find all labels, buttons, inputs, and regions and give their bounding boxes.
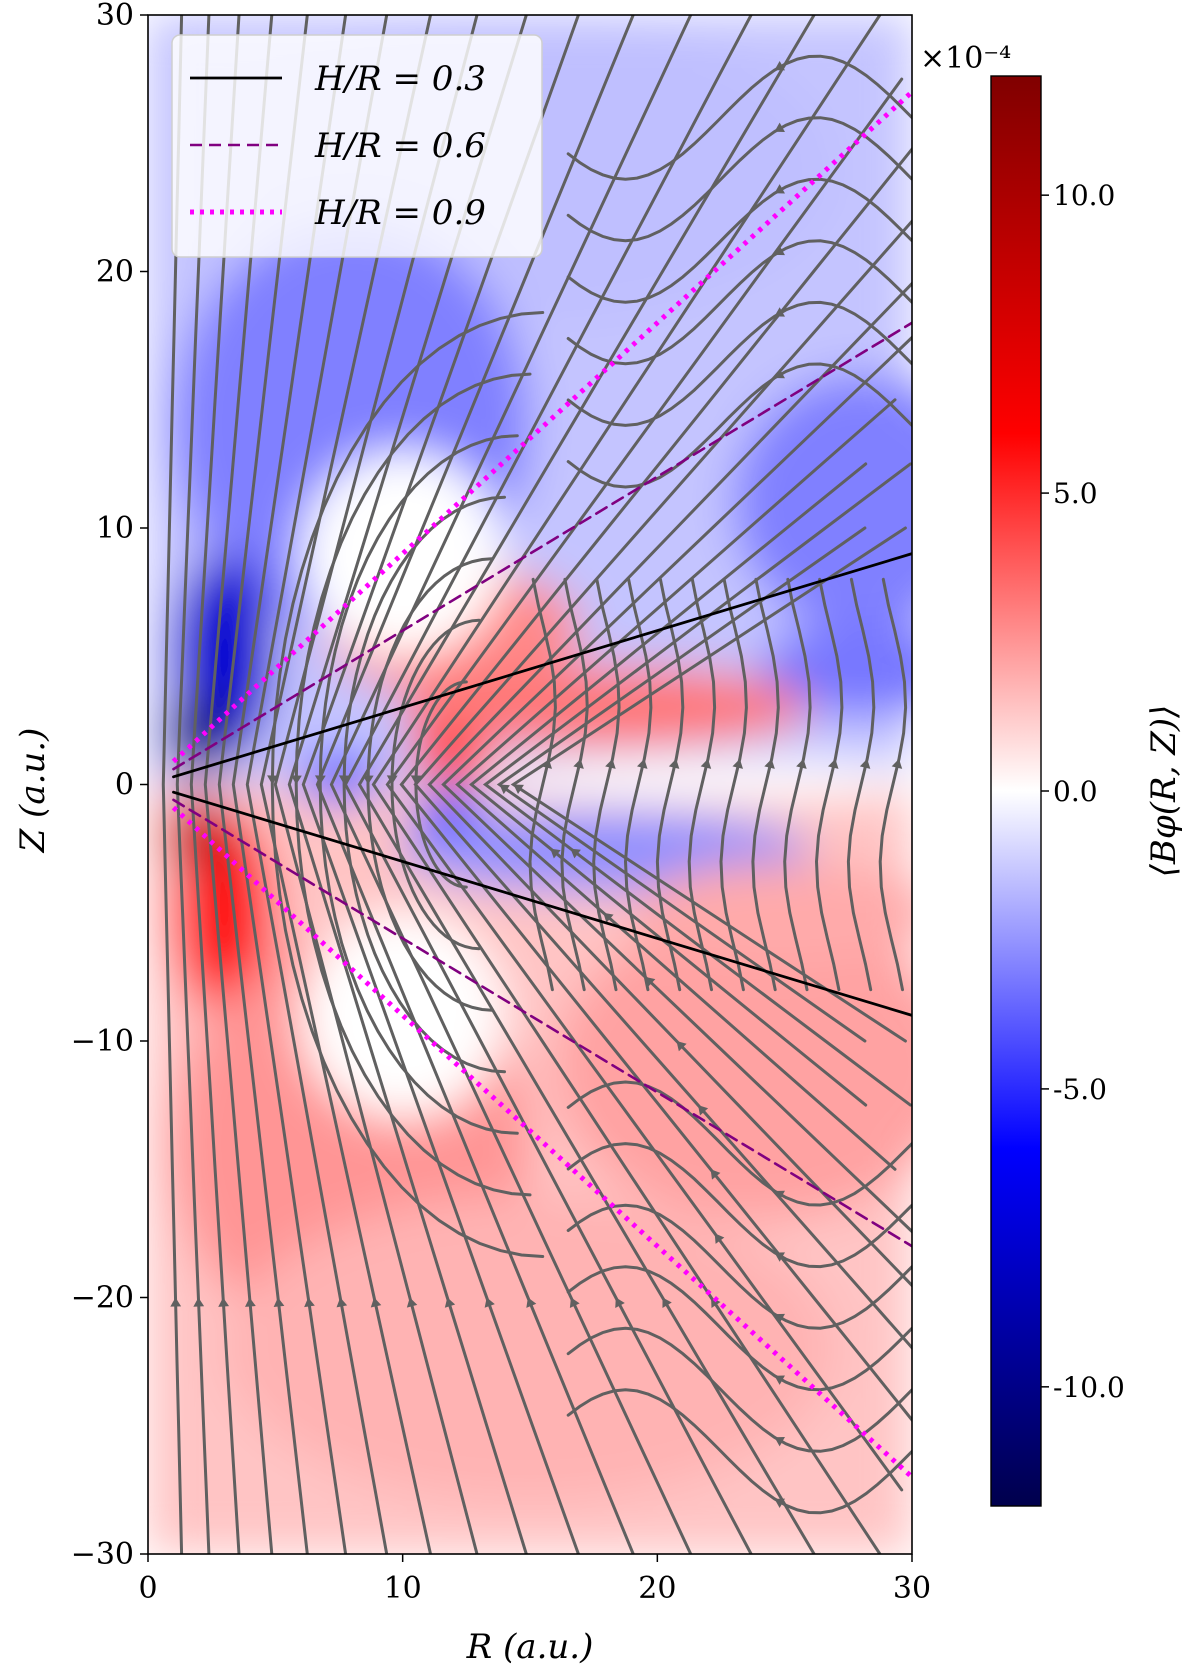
- streamline: [267, 311, 545, 1258]
- streamline: [482, 462, 912, 1107]
- streamline: [217, 15, 309, 1554]
- streamline: [566, 300, 912, 427]
- x-tick-label: 0: [138, 1571, 157, 1606]
- y-tick-label: −20: [71, 1281, 134, 1316]
- streamline: [566, 116, 912, 243]
- streamline: [469, 462, 868, 1107]
- colorbar-tick-label: 0.0: [1053, 775, 1098, 808]
- y-axis-ticks: 30 20 10 0 −10 −20 −30: [71, 0, 148, 1572]
- streamline: [566, 1080, 912, 1207]
- streamline: [357, 15, 816, 1554]
- streamline: [301, 15, 580, 1554]
- y-axis-label: Z (a.u.): [13, 728, 53, 854]
- y-tick-label: −30: [71, 1537, 134, 1572]
- colorbar-ticks: 10.0 5.0 0.0 -5.0 -10.0: [1041, 179, 1125, 1404]
- streamline: [189, 15, 241, 1554]
- streamline: [338, 495, 506, 1074]
- hr-line-3-upper: [171, 90, 912, 764]
- streamline: [362, 557, 494, 1012]
- streamline: [161, 15, 184, 1554]
- streamline: [687, 577, 717, 992]
- streamline: [655, 577, 685, 992]
- streamline: [878, 577, 908, 992]
- streamline: [566, 362, 912, 489]
- streamline: [623, 577, 653, 992]
- colorbar-tick-label: 5.0: [1053, 477, 1098, 510]
- streamline: [386, 618, 481, 951]
- streamline: [427, 281, 912, 1288]
- colorbar-gradient: [990, 75, 1042, 1507]
- streamline: [510, 526, 907, 1043]
- y-tick-label: 0: [115, 768, 134, 803]
- streamline: [566, 54, 912, 181]
- hr-line-2-lower: [172, 798, 912, 1248]
- hr-line-1-upper: [172, 552, 912, 779]
- streamlines: [161, 15, 912, 1554]
- streamline: [329, 15, 693, 1554]
- colorbar-label: ⟨Bφ(R, Z)⟩: [1144, 705, 1184, 878]
- x-axis-ticks: 0 10 20 30: [138, 1554, 931, 1606]
- streamline: [259, 15, 432, 1554]
- streamline: [566, 1326, 912, 1453]
- colorbar-tick-label: -10.0: [1053, 1371, 1125, 1404]
- x-tick-label: 10: [384, 1571, 422, 1606]
- streamline: [455, 398, 897, 1171]
- y-tick-label: −10: [71, 1024, 134, 1059]
- streamline: [231, 15, 348, 1554]
- streamline: [175, 15, 211, 1554]
- streamline: [560, 577, 589, 992]
- x-tick-label: 20: [638, 1571, 676, 1606]
- legend-items: H/R = 0.3 H/R = 0.6 H/R = 0.9: [190, 59, 486, 233]
- streamline: [287, 15, 528, 1554]
- colorbar-tick-label: -5.0: [1053, 1073, 1107, 1106]
- x-tick-label: 30: [893, 1571, 931, 1606]
- streamline: [245, 15, 389, 1554]
- streamline: [566, 1388, 912, 1515]
- streamline: [814, 577, 844, 992]
- colorbar: 10.0 5.0 0.0 -5.0 -10.0 ×10⁻⁴ ⟨Bφ(R, Z)⟩: [920, 41, 1184, 1507]
- streamline: [846, 577, 876, 992]
- y-tick-label: 20: [96, 255, 134, 290]
- y-tick-label: 30: [96, 0, 134, 33]
- streamline: [385, 77, 904, 1492]
- streamline: [566, 177, 912, 304]
- colorbar-tick-label: 10.0: [1053, 179, 1115, 212]
- streamline: [566, 1142, 912, 1269]
- legend: H/R = 0.3 H/R = 0.6 H/R = 0.9: [171, 34, 543, 258]
- y-tick-label: 10: [96, 511, 134, 546]
- streamline: [719, 577, 748, 992]
- streamline: [399, 146, 912, 1423]
- streamline: [273, 15, 479, 1554]
- legend-box: [171, 34, 543, 258]
- streamline: [566, 1203, 912, 1330]
- legend-label: H/R = 0.6: [314, 126, 486, 166]
- streamline: [751, 577, 780, 992]
- scale-height-lines: [171, 90, 912, 1479]
- streamline: [566, 239, 912, 366]
- colorbar-multiplier: ×10⁻⁴: [920, 41, 1011, 76]
- streamline: [203, 15, 274, 1554]
- hr-line-3-lower: [171, 805, 912, 1479]
- hr-line-2-upper: [172, 321, 912, 771]
- streamline: [528, 577, 557, 992]
- x-axis-label: R (a.u.): [466, 1627, 594, 1667]
- streamline: [315, 15, 635, 1554]
- streamline: [566, 1265, 912, 1392]
- streamline: [291, 372, 532, 1197]
- legend-label: H/R = 0.9: [314, 193, 486, 233]
- hr-line-1-lower: [172, 790, 912, 1017]
- streamline: [496, 526, 867, 1043]
- legend-label: H/R = 0.3: [314, 59, 486, 99]
- streamline: [314, 434, 519, 1135]
- streamline: [783, 577, 812, 992]
